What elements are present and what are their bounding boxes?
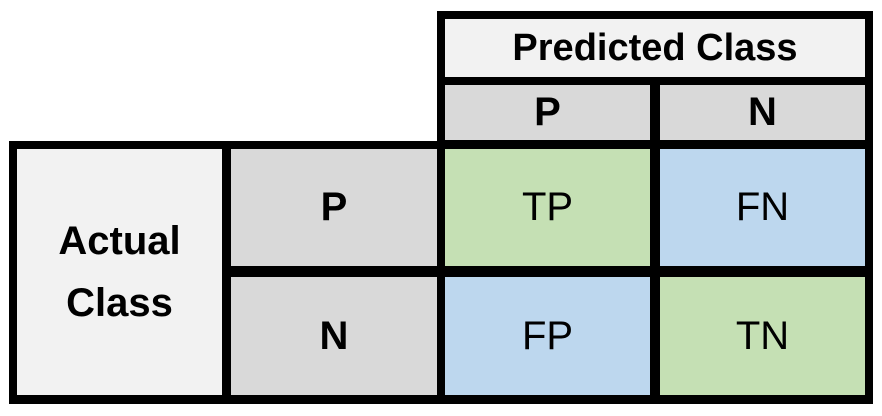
cell-false-positive: FP [445, 277, 650, 395]
predicted-class-n: N [660, 85, 865, 140]
cell-true-positive: TP [445, 149, 650, 266]
actual-class-header: Actual Class [17, 149, 222, 395]
actual-class-n: N [231, 277, 437, 395]
cell-false-negative: FN [660, 149, 865, 266]
cell-true-negative: TN [660, 277, 865, 395]
actual-class-p: P [231, 149, 437, 266]
predicted-class-header: Predicted Class [445, 19, 865, 77]
predicted-class-p: P [445, 85, 650, 140]
